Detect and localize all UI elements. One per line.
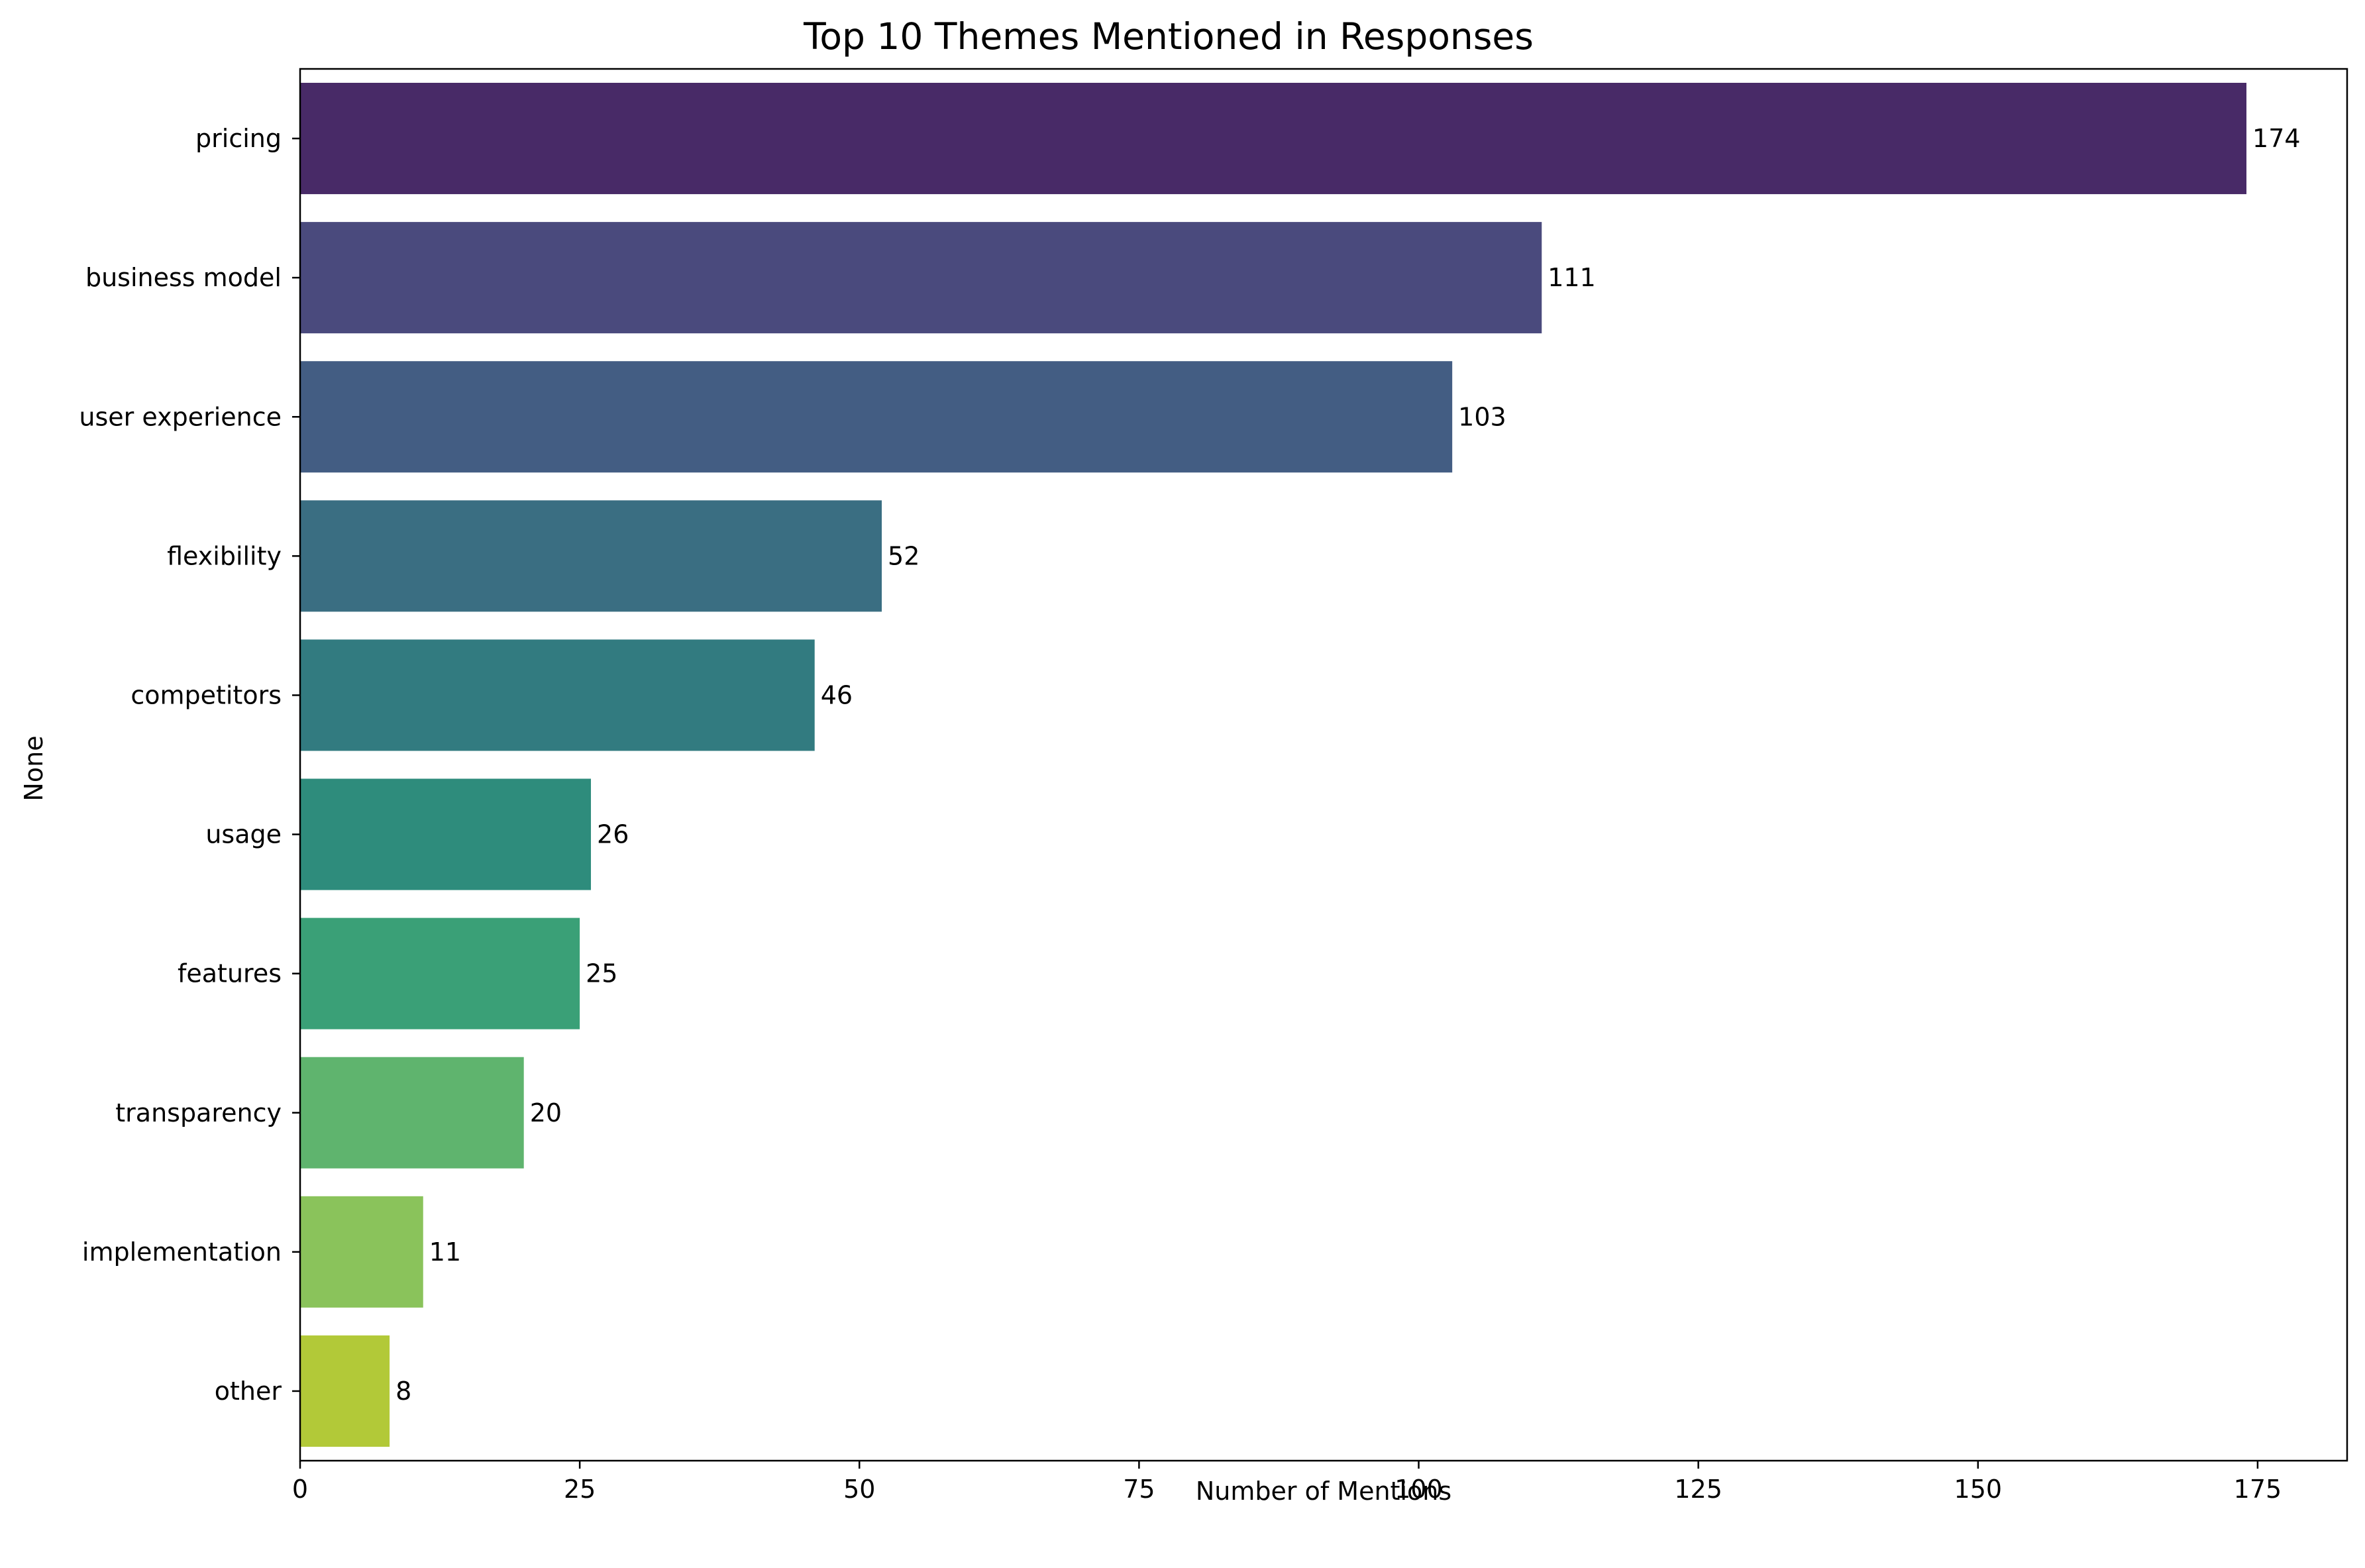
bar-implementation [300,1196,423,1308]
data-label: 52 [888,541,920,570]
bar-features [300,917,580,1029]
x-tick-label: 50 [843,1475,875,1504]
data-label: 20 [530,1098,562,1127]
x-tick-label: 125 [1674,1475,1722,1504]
bar-user-experience [300,361,1453,473]
x-tick-label: 150 [1954,1475,2003,1504]
bar-transparency [300,1057,524,1169]
y-ticks-layer: pricing business model user experience flex… [79,124,300,1406]
x-ticks-layer: 0 25 50 75 100 125 150 175 [292,1461,2282,1504]
data-label: 111 [1548,263,1596,292]
x-tick-label: 25 [564,1475,596,1504]
x-tick-label: 175 [2234,1475,2282,1504]
bar-usage [300,778,592,890]
y-tick-label: competitors [131,680,282,709]
bar-pricing [300,83,2247,195]
data-label: 103 [1458,402,1506,431]
data-label: 25 [586,959,617,988]
data-labels-layer: 174 111 103 52 46 26 25 20 11 8 [395,124,2300,1406]
bars-layer [300,83,2247,1447]
plot-frame [299,68,2348,1462]
x-tick-label: 75 [1123,1475,1155,1504]
bar-other [300,1335,390,1447]
y-tick-label: transparency [115,1098,282,1127]
y-tick-label: pricing [195,124,282,153]
data-label: 174 [2252,124,2301,153]
x-axis-label: Number of Mentions [1196,1477,1451,1506]
bar-business-model [300,222,1542,334]
x-tick-label: 100 [1394,1475,1443,1504]
x-tick-label: 0 [292,1475,308,1504]
y-tick-label: user experience [79,402,282,431]
y-tick-label: implementation [82,1237,282,1267]
bar-competitors [300,639,815,751]
data-label: 46 [821,680,853,709]
y-tick-label: business model [85,263,282,292]
data-label: 11 [429,1237,461,1267]
bar-flexibility [300,500,882,612]
y-tick-label: flexibility [167,541,282,570]
y-tick-label: usage [205,820,282,849]
y-tick-label: other [215,1377,282,1406]
y-tick-label: features [178,959,282,988]
y-axis-label: None [19,735,48,801]
data-label: 26 [597,820,629,849]
data-label: 8 [395,1377,411,1406]
chart-title: Top 10 Themes Mentioned in Responses [803,15,1534,58]
